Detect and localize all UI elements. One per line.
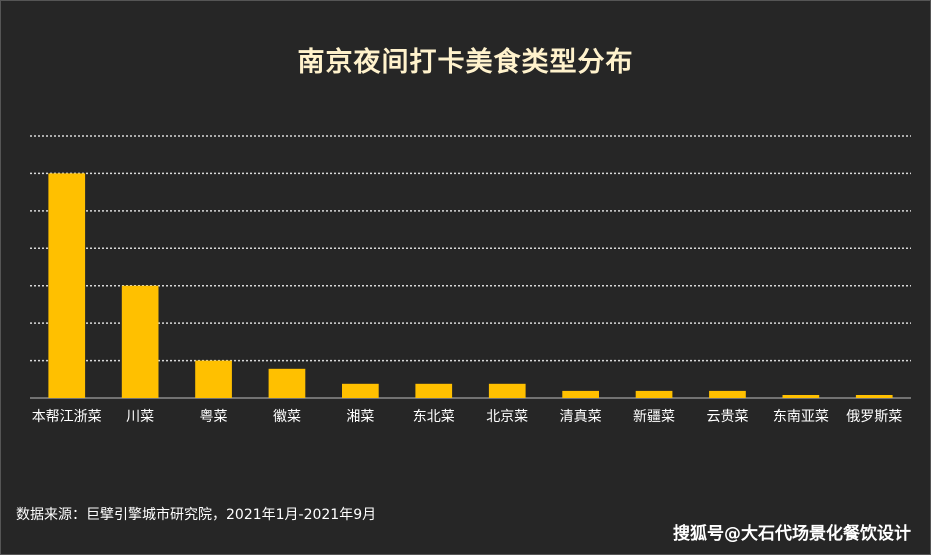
x-tick-label: 本帮江浙菜 xyxy=(32,409,102,425)
bar-0 xyxy=(48,173,86,398)
bar-6 xyxy=(488,383,526,398)
x-tick-label: 东南亚菜 xyxy=(773,409,829,425)
bar-5 xyxy=(415,383,453,398)
x-tick-label: 俄罗斯菜 xyxy=(846,409,902,425)
bar-2 xyxy=(195,360,232,398)
watermark-text: 搜狐号@大石代场景化餐饮设计 xyxy=(673,524,911,544)
x-tick-label: 东北菜 xyxy=(413,409,455,425)
chart-title: 南京夜间打卡美食类型分布 xyxy=(297,47,634,78)
bar-1 xyxy=(121,285,159,398)
bar-7 xyxy=(562,390,599,398)
x-tick-label: 徽菜 xyxy=(273,409,301,425)
x-tick-label: 北京菜 xyxy=(486,409,528,425)
bar-4 xyxy=(342,383,379,398)
bar-3 xyxy=(268,368,306,398)
bar-8 xyxy=(635,390,673,398)
x-tick-label: 湘菜 xyxy=(346,409,374,425)
x-tick-label: 粤菜 xyxy=(200,409,228,425)
data-source-note: 数据来源：巨擘引擎城市研究院，2021年1月-2021年9月 xyxy=(16,507,377,523)
x-tick-label: 川菜 xyxy=(126,409,154,425)
bar-11 xyxy=(855,395,893,398)
bar-10 xyxy=(782,395,820,398)
bar-9 xyxy=(709,390,746,398)
x-tick-label: 新疆菜 xyxy=(633,409,675,425)
x-tick-label: 云贵菜 xyxy=(707,409,749,425)
x-tick-label: 清真菜 xyxy=(560,409,602,425)
